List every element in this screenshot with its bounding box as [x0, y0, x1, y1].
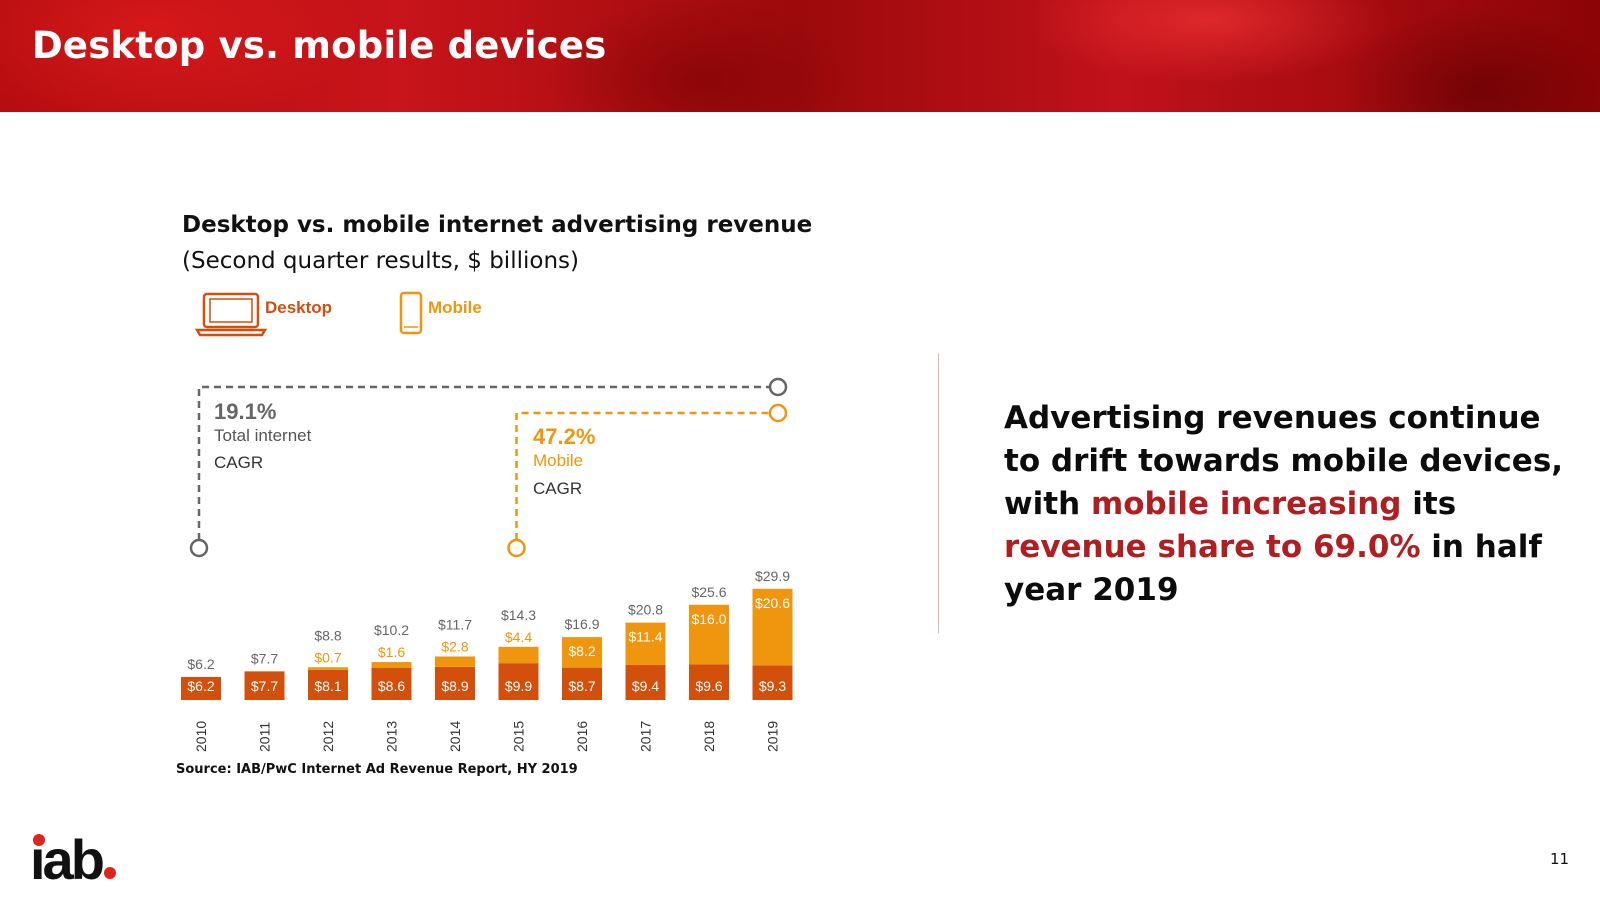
laptop-icon — [202, 292, 260, 329]
takeaway-text-part: its — [1401, 486, 1457, 522]
bar-label-desktop: $8.1 — [314, 678, 341, 694]
laptop-screen-icon — [209, 298, 253, 323]
chart-title: Desktop vs. mobile internet advertising … — [182, 212, 813, 238]
x-tick-label: 2013 — [384, 721, 400, 752]
takeaway-text: Advertising revenues continue to drift t… — [1004, 397, 1564, 612]
x-tick-label: 2014 — [447, 721, 463, 752]
bar-label-mobile: $8.2 — [568, 643, 595, 659]
iab-logo: iab — [30, 832, 116, 888]
cagr-total-start-marker — [189, 538, 209, 558]
bar-mobile — [625, 622, 666, 666]
bar-label-mobile: $11.4 — [629, 629, 663, 645]
bar-label-desktop: $9.4 — [632, 678, 659, 694]
bar-desktop — [181, 676, 221, 700]
bar-mobile — [308, 667, 348, 670]
source-note: Source: IAB/PwC Internet Ad Revenue Repo… — [176, 762, 578, 777]
bar-total-label: $7.7 — [251, 650, 278, 666]
bar-label-desktop: $8.6 — [378, 678, 405, 694]
takeaway-text-part: in half year 2019 — [1004, 529, 1542, 608]
bar-desktop — [498, 663, 539, 700]
bar-label-mobile: $4.4 — [505, 629, 532, 645]
bar-label-desktop: $7.7 — [251, 678, 278, 694]
logo-i-dot — [33, 834, 45, 846]
bar-desktop — [244, 671, 285, 700]
bar-total-label: $29.9 — [755, 568, 790, 584]
bar-total-label: $25.6 — [691, 584, 726, 600]
cagr-total-value: 19.1% — [214, 399, 276, 424]
bar-label-mobile: $16.0 — [691, 611, 726, 627]
chart-subtitle: (Second quarter results, $ billions) — [182, 248, 579, 274]
bar-desktop — [562, 667, 602, 700]
bar-desktop — [689, 664, 729, 700]
header-banner: Desktop vs. mobile devices — [0, 0, 1600, 112]
x-tick-label: 2019 — [765, 721, 781, 752]
bar-label-desktop: $9.6 — [695, 678, 722, 694]
cagr-mobile-value: 47.2% — [533, 424, 595, 449]
bar-label-desktop: $8.7 — [568, 678, 595, 694]
bar-label-desktop: $6.2 — [187, 678, 214, 694]
bar-desktop — [752, 665, 793, 700]
bar-label-mobile: $1.6 — [378, 644, 405, 660]
cagr-mobile-line — [515, 411, 778, 540]
logo-dot — [103, 867, 116, 879]
cagr-total-label: Total internet — [214, 426, 312, 445]
laptop-base-icon — [194, 328, 268, 337]
bar-desktop — [625, 665, 666, 700]
x-tick-label: 2011 — [257, 722, 273, 752]
legend-desktop-label: Desktop — [265, 298, 332, 317]
bar-label-desktop: $9.9 — [505, 678, 532, 694]
bar-desktop — [371, 668, 412, 700]
takeaway-highlight-mobile: mobile increasing — [1090, 486, 1402, 522]
bar-mobile — [435, 656, 475, 667]
bar-mobile — [562, 637, 602, 668]
x-tick-label: 2016 — [574, 721, 590, 752]
divider — [938, 353, 939, 633]
bar-total-label: $10.2 — [374, 622, 409, 638]
bar-total-label: $14.3 — [501, 607, 536, 623]
bar-label-mobile: $0.7 — [314, 649, 341, 665]
bar-desktop — [435, 666, 475, 700]
bar-total-label: $6.2 — [187, 656, 214, 672]
bar-total-label: $16.9 — [564, 616, 599, 632]
bar-mobile — [371, 662, 412, 669]
cagr-total-line — [197, 385, 778, 540]
bar-label-mobile: $2.8 — [441, 638, 468, 654]
takeaway-highlight-share: revenue share to 69.0% — [1004, 529, 1421, 565]
cagr-total-end-marker — [768, 377, 788, 397]
bar-label-desktop: $9.3 — [759, 678, 786, 694]
legend-mobile-label: Mobile — [428, 298, 482, 317]
page-number: 11 — [1550, 850, 1570, 868]
cagr-mobile-start-marker — [507, 538, 526, 558]
bar-label-mobile: $20.6 — [755, 595, 790, 611]
bar-label-desktop: $8.9 — [441, 678, 468, 694]
cagr-mobile-label: Mobile — [533, 451, 583, 470]
x-tick-label: 2010 — [193, 721, 209, 752]
cagr-mobile-end-marker — [768, 403, 788, 423]
cagr-total-label: CAGR — [214, 453, 263, 472]
bar-mobile — [689, 604, 729, 665]
phone-icon — [399, 291, 423, 335]
page-title: Desktop vs. mobile devices — [32, 24, 607, 67]
bar-mobile — [498, 646, 539, 664]
x-tick-label: 2018 — [701, 721, 717, 752]
cagr-mobile-label: CAGR — [533, 479, 582, 498]
takeaway-text-part: Advertising revenues continue to drift t… — [1004, 400, 1564, 522]
bar-total-label: $8.8 — [314, 627, 341, 643]
x-tick-label: 2017 — [638, 721, 654, 752]
bar-desktop — [308, 669, 348, 700]
x-tick-label: 2012 — [320, 721, 336, 752]
bar-total-label: $11.7 — [438, 616, 472, 632]
bar-mobile — [752, 588, 793, 666]
x-tick-label: 2015 — [511, 721, 527, 752]
bar-total-label: $20.8 — [628, 602, 663, 618]
